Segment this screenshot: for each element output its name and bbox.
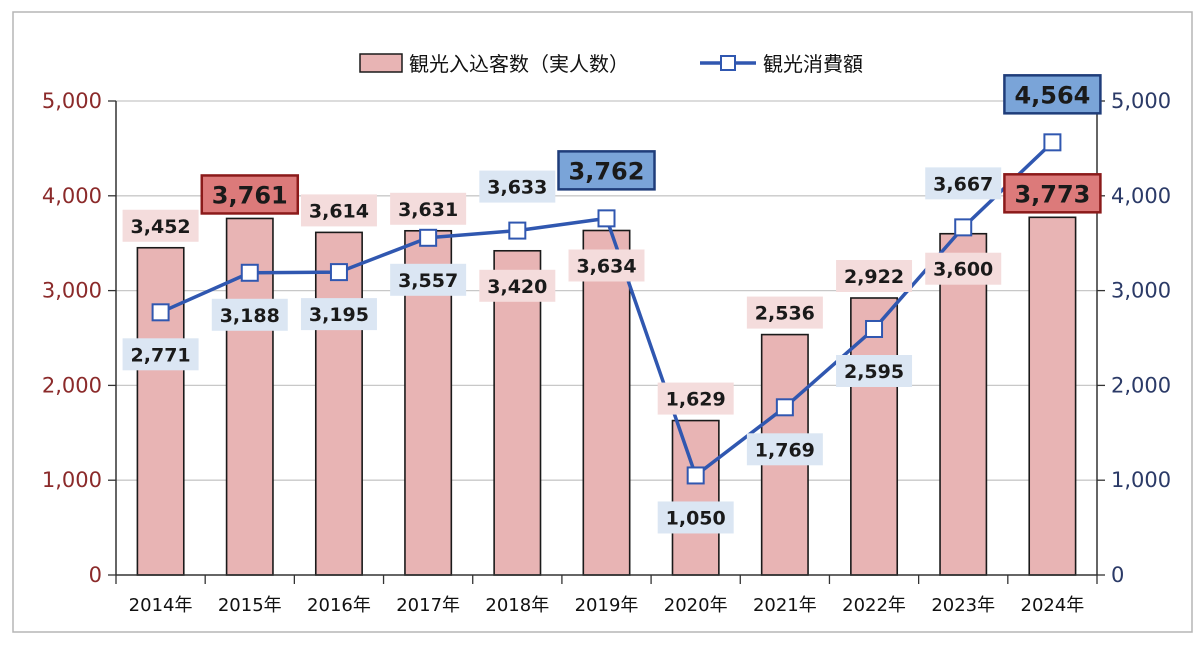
bar-2018年 — [493, 249, 542, 576]
left-tick-label: 3,000 — [42, 279, 102, 303]
line-data-label: 3,557 — [398, 270, 458, 292]
line-marker-2015年 — [240, 263, 259, 282]
x-tick-label: 2024年 — [1021, 595, 1085, 616]
x-tick-label: 2023年 — [931, 595, 995, 616]
bar-label-box — [1003, 173, 1102, 214]
line-marker-2018年 — [508, 221, 527, 240]
line-data-label: 3,188 — [220, 305, 280, 327]
x-tick-label: 2020年 — [664, 595, 728, 616]
x-tick-label: 2014年 — [129, 595, 193, 616]
bar-label-box — [122, 209, 199, 242]
right-tick-label: 4,000 — [1111, 184, 1171, 208]
line-data-label: 2,771 — [131, 344, 191, 366]
x-tick-label: 2019年 — [575, 595, 639, 616]
legend: 観光入込客数（実人数） 観光消費額 — [359, 52, 863, 76]
line-marker-2017年 — [419, 228, 438, 247]
line-label-box — [657, 501, 734, 534]
bar-label-box — [925, 252, 1002, 285]
line-data-label: 3,195 — [309, 304, 369, 326]
right-tick-label: 3,000 — [1111, 279, 1171, 303]
bar-data-label: 3,773 — [1014, 180, 1090, 208]
right-tick-label: 5,000 — [1111, 89, 1171, 113]
bar-2023年 — [939, 232, 988, 576]
bar-label-box — [390, 192, 467, 225]
x-tick-label: 2021年 — [753, 595, 817, 616]
line-label-box — [211, 298, 288, 331]
left-tick-label: 1,000 — [42, 468, 102, 492]
bar-label-box — [836, 259, 913, 292]
legend-bar-label: 観光入込客数（実人数） — [409, 52, 629, 76]
line-marker-2019年 — [597, 209, 616, 228]
line-data-label: 4,564 — [1014, 81, 1090, 109]
bar-data-label: 3,614 — [309, 200, 369, 222]
bar-data-label: 3,761 — [212, 181, 288, 209]
x-tick-label: 2016年 — [307, 595, 371, 616]
bar-2014年 — [136, 246, 185, 576]
bar-2016年 — [314, 231, 363, 576]
left-tick-label: 4,000 — [42, 184, 102, 208]
line-label-box — [746, 433, 823, 466]
line-label-box — [836, 354, 913, 387]
bar-data-label: 2,922 — [844, 266, 904, 288]
bar-label-box — [479, 269, 556, 302]
line-data-label: 3,762 — [569, 157, 645, 185]
bar-2020年 — [671, 419, 720, 576]
bar-label-box — [300, 194, 377, 227]
line-label-box — [122, 338, 199, 371]
bar-label-box — [746, 296, 823, 329]
line-label-box — [1003, 74, 1102, 115]
line-data-label: 1,050 — [666, 507, 726, 529]
bar-label-box — [568, 249, 645, 282]
bar-label-box — [657, 382, 734, 415]
bar-label-box — [200, 174, 300, 215]
right-tick-label: 0 — [1111, 563, 1124, 587]
line-marker-2020年 — [686, 466, 705, 485]
bar-2024年 — [1028, 216, 1077, 576]
bar-2019年 — [582, 229, 631, 576]
left-tick-label: 0 — [89, 563, 102, 587]
left-tick-label: 2,000 — [42, 373, 102, 397]
right-tick-label: 2,000 — [1111, 373, 1171, 397]
bar-data-label: 2,536 — [755, 303, 815, 325]
bar-data-label: 3,452 — [131, 216, 191, 238]
x-tick-label: 2015年 — [218, 595, 282, 616]
line-data-label: 2,595 — [844, 361, 904, 383]
x-tick-label: 2017年 — [396, 595, 460, 616]
line-marker-2014年 — [151, 303, 170, 322]
x-tick-label: 2018年 — [485, 595, 549, 616]
line-label-box — [390, 263, 467, 296]
line-marker-2021年 — [775, 398, 794, 417]
line-data-label: 1,769 — [755, 439, 815, 461]
line-label-box — [479, 170, 556, 203]
line-marker-2023年 — [954, 218, 973, 237]
line-marker-2022年 — [865, 319, 884, 338]
line-label-box — [300, 298, 377, 331]
axes: 0 0 1,000 1,000 2,000 2,000 3,000 3,000 4,000 4,0… — [42, 89, 1171, 616]
bar-data-label: 3,420 — [487, 276, 547, 298]
bar-2022年 — [850, 297, 899, 576]
right-tick-label: 1,000 — [1111, 468, 1171, 492]
data-labels: 3,452 3,761 3,614 3,631 3,420 3,634 1,629 2,536… — [122, 74, 1102, 534]
line-label-box — [925, 167, 1002, 200]
line-series — [151, 133, 1062, 485]
line-label-box — [557, 150, 656, 191]
legend-bar-swatch — [359, 53, 403, 73]
left-tick-label: 5,000 — [42, 89, 102, 113]
legend-line-label: 観光消費額 — [763, 52, 863, 76]
bar-data-label: 3,631 — [398, 199, 458, 221]
bar-data-label: 3,600 — [933, 259, 993, 281]
legend-line-marker — [720, 55, 736, 71]
line-marker-2016年 — [329, 263, 348, 282]
line-data-label: 3,633 — [487, 177, 547, 199]
bar-data-label: 1,629 — [666, 389, 726, 411]
line-marker-2024年 — [1043, 133, 1062, 152]
x-tick-label: 2022年 — [842, 595, 906, 616]
bar-data-label: 3,634 — [576, 255, 636, 277]
line-data-label: 3,667 — [933, 173, 993, 195]
